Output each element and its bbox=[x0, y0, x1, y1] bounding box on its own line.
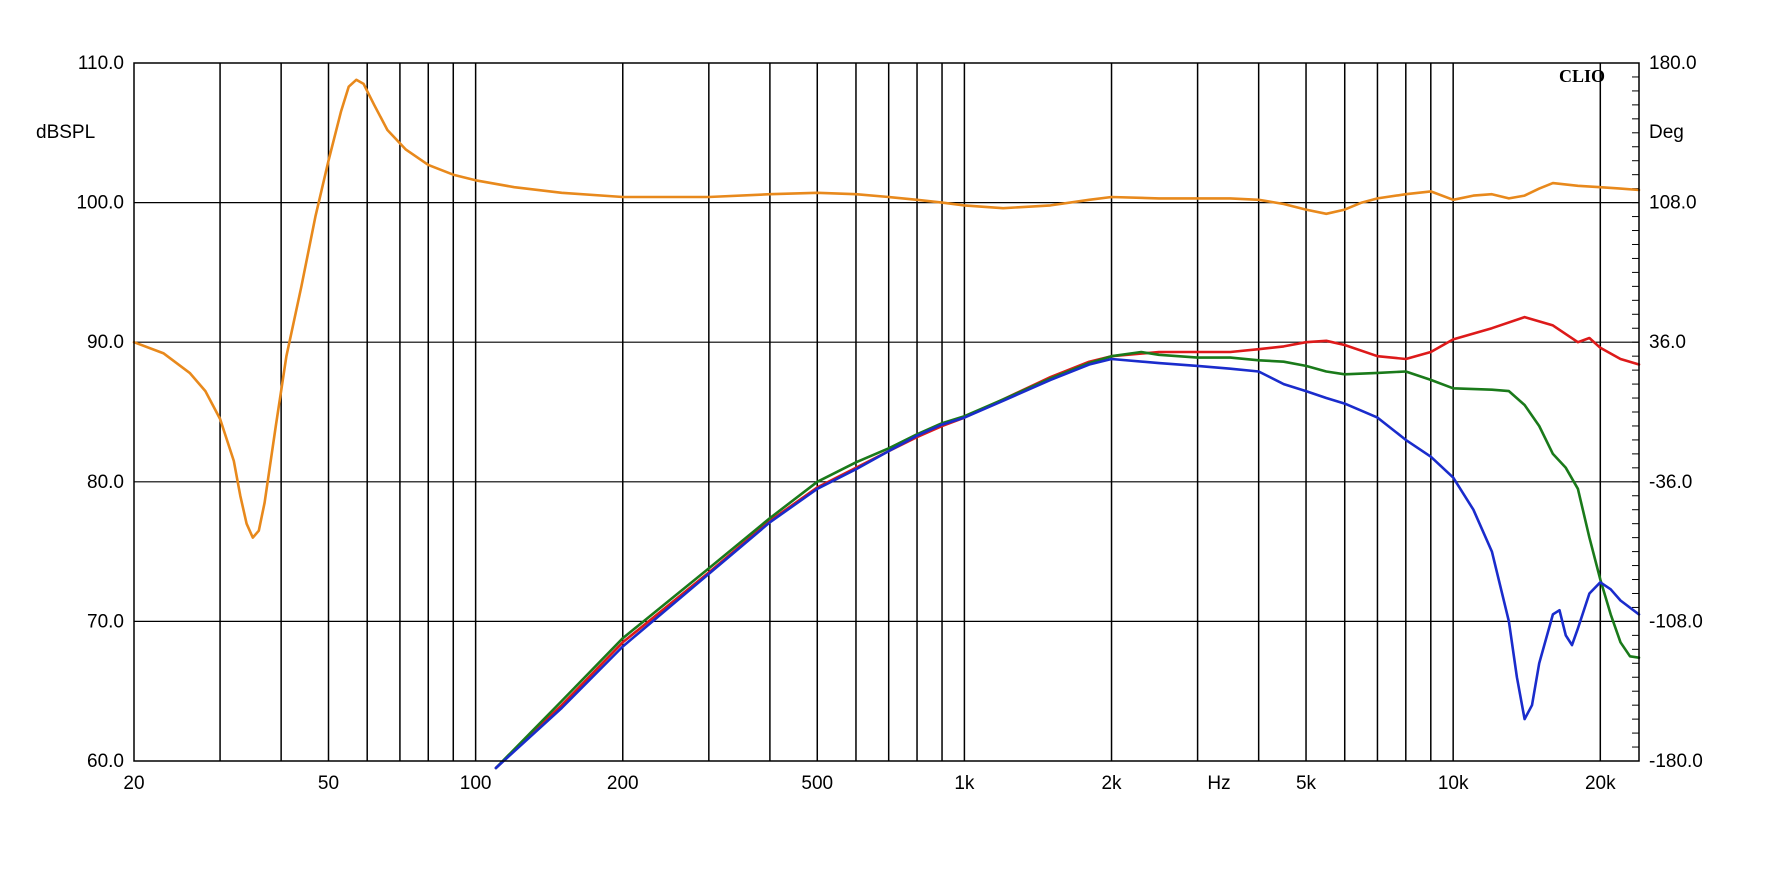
y-right-tick-labels: -180.0 -108.0 -36.0 36.0 108.0 180.0 bbox=[1649, 53, 1703, 772]
x-tick-label: 2k bbox=[1101, 773, 1122, 794]
series-lines bbox=[132, 78, 1641, 770]
y-right-axis-label: Deg bbox=[1649, 122, 1684, 143]
series-line-1 bbox=[132, 78, 1641, 539]
plot-frame bbox=[133, 62, 1640, 762]
x-tick-label: 200 bbox=[607, 773, 639, 794]
x-tick-label: 20 bbox=[123, 773, 144, 794]
y-left-tick-labels: 60.0 70.0 80.0 90.0 100.0 110.0 bbox=[76, 53, 124, 772]
x-tick-label: 10k bbox=[1438, 773, 1469, 794]
x-tick-labels: 20 50 100 200 500 1k 2k 5k 10k 20k bbox=[123, 773, 1616, 794]
x-tick-label: 5k bbox=[1296, 773, 1317, 794]
y-left-tick-label: 90.0 bbox=[87, 332, 124, 353]
grid bbox=[134, 62, 1639, 762]
y-left-tick-label: 80.0 bbox=[87, 472, 124, 493]
x-axis-label: Hz bbox=[1207, 773, 1230, 794]
x-tick-label: 20k bbox=[1585, 773, 1616, 794]
clio-brand-mark: CLIO bbox=[1559, 66, 1605, 86]
series-line-4 bbox=[494, 357, 1641, 770]
y-left-tick-label: 60.0 bbox=[87, 751, 124, 772]
y-right-tick-label: 36.0 bbox=[1649, 332, 1686, 353]
y-left-tick-label: 110.0 bbox=[78, 53, 124, 74]
x-tick-label: 50 bbox=[318, 773, 339, 794]
series-line-3 bbox=[494, 350, 1641, 770]
y-right-tick-label: -36.0 bbox=[1649, 472, 1692, 493]
x-tick-label: 1k bbox=[954, 773, 975, 794]
y-left-tick-label: 100.0 bbox=[76, 193, 124, 214]
y-left-axis-label: dBSPL bbox=[36, 122, 95, 143]
y-right-tick-label: -108.0 bbox=[1649, 611, 1703, 632]
y-left-tick-label: 70.0 bbox=[87, 611, 124, 632]
x-tick-label: 500 bbox=[801, 773, 833, 794]
y-right-tick-label: -180.0 bbox=[1649, 751, 1703, 772]
x-tick-label: 100 bbox=[460, 773, 492, 794]
y-right-tick-label: 180.0 bbox=[1649, 53, 1697, 74]
y-right-tick-label: 108.0 bbox=[1649, 193, 1697, 214]
